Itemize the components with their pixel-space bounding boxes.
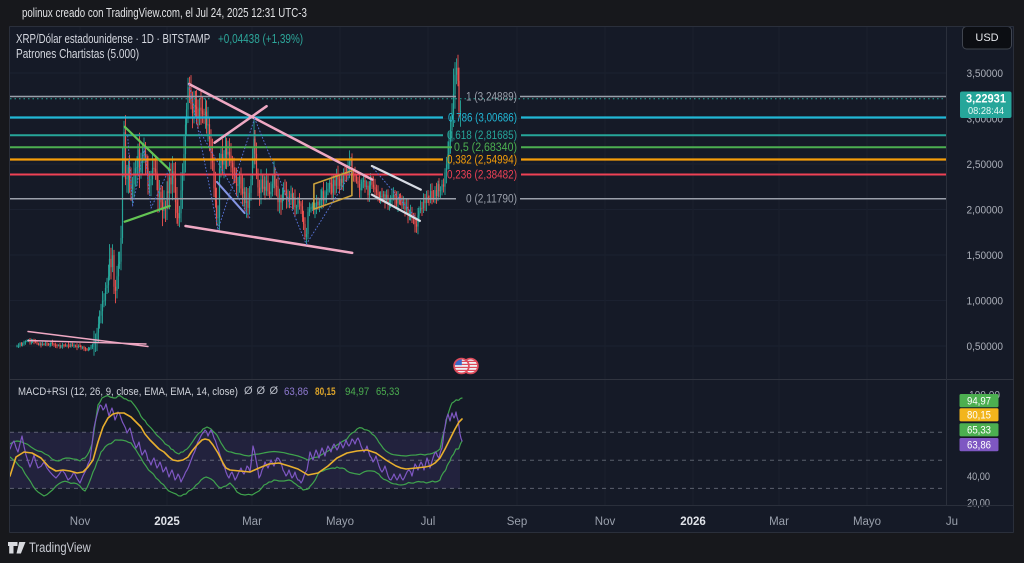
- svg-text:Nov: Nov: [70, 516, 91, 528]
- svg-text:Nov: Nov: [595, 516, 616, 528]
- svg-text:08:28:44: 08:28:44: [968, 106, 1004, 117]
- svg-text:0,50000: 0,50000: [967, 341, 1004, 353]
- svg-text:0,236 (2,38482): 0,236 (2,38482): [447, 169, 517, 181]
- svg-text:80,15: 80,15: [967, 410, 991, 422]
- svg-text:USD: USD: [975, 32, 998, 44]
- svg-text:0,382 (2,54994): 0,382 (2,54994): [447, 154, 517, 166]
- svg-text:1,50000: 1,50000: [967, 250, 1004, 262]
- svg-text:2025: 2025: [154, 516, 180, 528]
- svg-text:63,86: 63,86: [967, 439, 991, 451]
- svg-text:Mar: Mar: [242, 516, 262, 528]
- svg-text:Ju: Ju: [946, 516, 958, 528]
- svg-text:20,00: 20,00: [967, 498, 990, 510]
- svg-text:Mar: Mar: [769, 516, 789, 528]
- svg-text:2026: 2026: [680, 516, 706, 528]
- svg-text:Sep: Sep: [507, 516, 527, 528]
- svg-text:0 (2,11790): 0 (2,11790): [466, 194, 517, 206]
- svg-text:65,33: 65,33: [967, 425, 991, 437]
- svg-text:94,97: 94,97: [967, 395, 991, 407]
- svg-text:0,786 (3,00686): 0,786 (3,00686): [448, 112, 517, 124]
- svg-text:2,00000: 2,00000: [967, 205, 1004, 217]
- svg-text:3,50000: 3,50000: [967, 68, 1004, 80]
- svg-text:Mayo: Mayo: [853, 516, 881, 528]
- svg-text:2,50000: 2,50000: [967, 159, 1004, 171]
- svg-text:3,22931: 3,22931: [966, 94, 1007, 106]
- svg-text:0,5 (2,68340): 0,5 (2,68340): [454, 142, 517, 154]
- svg-text:0,618 (2,81685): 0,618 (2,81685): [447, 130, 517, 142]
- svg-text:Mayo: Mayo: [326, 516, 354, 528]
- svg-text:1,00000: 1,00000: [967, 296, 1004, 308]
- svg-text:1 (3,24889): 1 (3,24889): [466, 91, 517, 103]
- svg-text:Jul: Jul: [421, 516, 436, 528]
- svg-text:40,00: 40,00: [967, 471, 990, 483]
